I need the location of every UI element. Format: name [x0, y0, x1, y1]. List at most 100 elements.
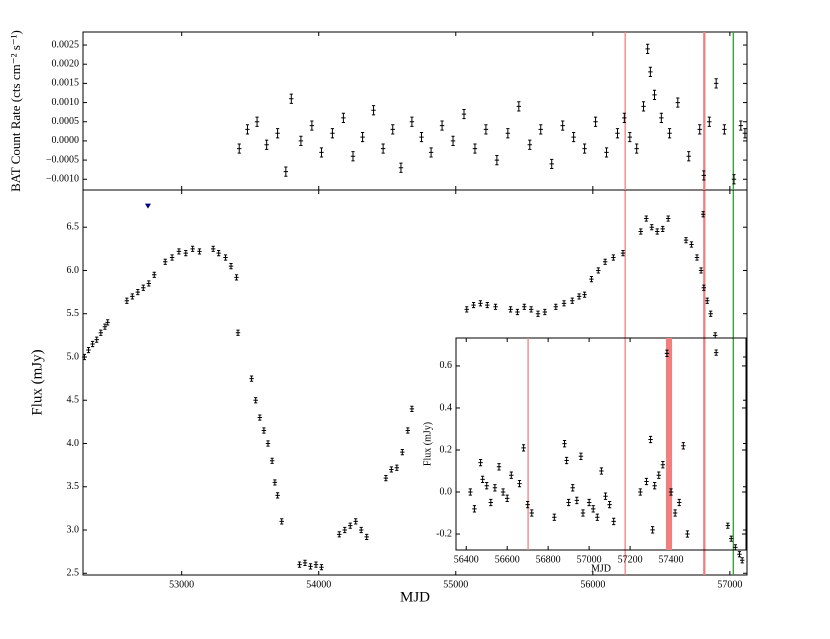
data-point	[371, 105, 376, 116]
data-point	[394, 464, 400, 471]
data-point	[620, 250, 626, 257]
data-point	[472, 143, 478, 154]
data-point	[478, 458, 483, 467]
data-point	[428, 147, 434, 158]
data-point	[742, 128, 748, 139]
data-point	[105, 319, 110, 326]
data-point	[656, 471, 661, 479]
data-point	[216, 250, 221, 257]
data-point	[485, 301, 490, 309]
data-point	[439, 120, 445, 131]
y-tick-label: 3.5	[67, 481, 80, 492]
data-point	[90, 340, 95, 348]
data-point	[529, 509, 534, 517]
data-point	[686, 151, 691, 162]
y-tick-label: −0.0005	[46, 154, 79, 165]
data-point	[549, 158, 554, 170]
data-point	[98, 329, 104, 336]
data-point	[515, 308, 520, 316]
data-point	[586, 498, 592, 507]
data-point	[275, 128, 280, 139]
data-point	[380, 143, 386, 154]
x-tick-label: 56000	[580, 579, 605, 590]
data-point	[330, 128, 335, 139]
data-point	[638, 228, 643, 235]
data-point	[665, 215, 671, 222]
data-point	[348, 522, 353, 529]
y-tick-label: 4.0	[67, 438, 80, 449]
y-tick-label: 4.5	[67, 395, 80, 406]
data-point	[283, 166, 289, 177]
y-tick-label: 0.4	[440, 402, 453, 413]
data-point	[535, 310, 541, 317]
data-point	[419, 131, 424, 143]
data-point	[521, 444, 526, 452]
data-point	[713, 349, 719, 356]
data-point	[713, 78, 719, 89]
data-point	[183, 250, 188, 257]
plot-frame	[82, 31, 748, 191]
data-point	[713, 332, 718, 339]
data-point	[615, 128, 620, 139]
data-point	[135, 288, 141, 296]
data-point	[494, 154, 500, 166]
y-tick-label: 6.5	[67, 221, 80, 232]
x-axis-label: MJD	[591, 563, 611, 574]
data-point	[664, 349, 670, 357]
data-point	[468, 488, 473, 496]
data-point	[604, 147, 609, 158]
data-point	[337, 531, 342, 538]
y-tick-label: 5.5	[67, 308, 80, 319]
data-point	[130, 293, 135, 300]
data-point	[593, 116, 598, 127]
data-point	[176, 248, 182, 255]
data-point	[622, 112, 627, 124]
data-point	[553, 303, 559, 310]
data-point	[450, 135, 456, 147]
data-point	[86, 346, 91, 354]
data-point	[667, 128, 672, 139]
data-point	[319, 564, 324, 571]
data-point	[94, 336, 99, 343]
data-point	[245, 124, 250, 135]
data-point	[82, 353, 87, 361]
data-point	[461, 108, 467, 120]
y-tick-label: 3.0	[67, 524, 80, 535]
y-axis-label: Flux (mJy)	[29, 349, 45, 415]
data-point	[659, 112, 664, 124]
data-point	[488, 498, 494, 507]
data-point	[560, 120, 565, 131]
data-point	[269, 457, 275, 464]
y-tick-label: 2.5	[67, 568, 80, 579]
data-point	[146, 280, 151, 287]
data-point	[611, 517, 616, 526]
data-point	[223, 254, 228, 261]
y-tick-label: 0.2	[440, 444, 453, 455]
y-axis-label: BAT Count Rate (cts cm⁻² s⁻¹)	[8, 30, 23, 192]
data-point	[638, 488, 643, 496]
x-tick-label: 53000	[169, 579, 194, 590]
data-point	[652, 89, 657, 100]
data-point	[272, 479, 278, 486]
data-point	[525, 500, 530, 509]
data-point	[522, 303, 527, 310]
data-point	[697, 124, 702, 135]
data-point	[298, 135, 304, 147]
data-point	[289, 93, 294, 104]
y-tick-label: -0.2	[436, 528, 452, 539]
data-point	[500, 488, 506, 496]
data-point	[660, 225, 665, 233]
data-point	[313, 561, 319, 568]
data-point	[400, 449, 405, 456]
data-point	[390, 124, 395, 135]
data-point	[649, 224, 654, 231]
data-point	[574, 496, 580, 505]
data-point	[700, 211, 706, 218]
data-point	[516, 101, 522, 112]
data-point	[644, 215, 649, 222]
data-point	[484, 482, 489, 490]
data-point	[492, 484, 498, 492]
y-tick-label: 6.0	[67, 265, 80, 276]
data-point	[634, 143, 639, 154]
vertical-band	[703, 190, 706, 575]
